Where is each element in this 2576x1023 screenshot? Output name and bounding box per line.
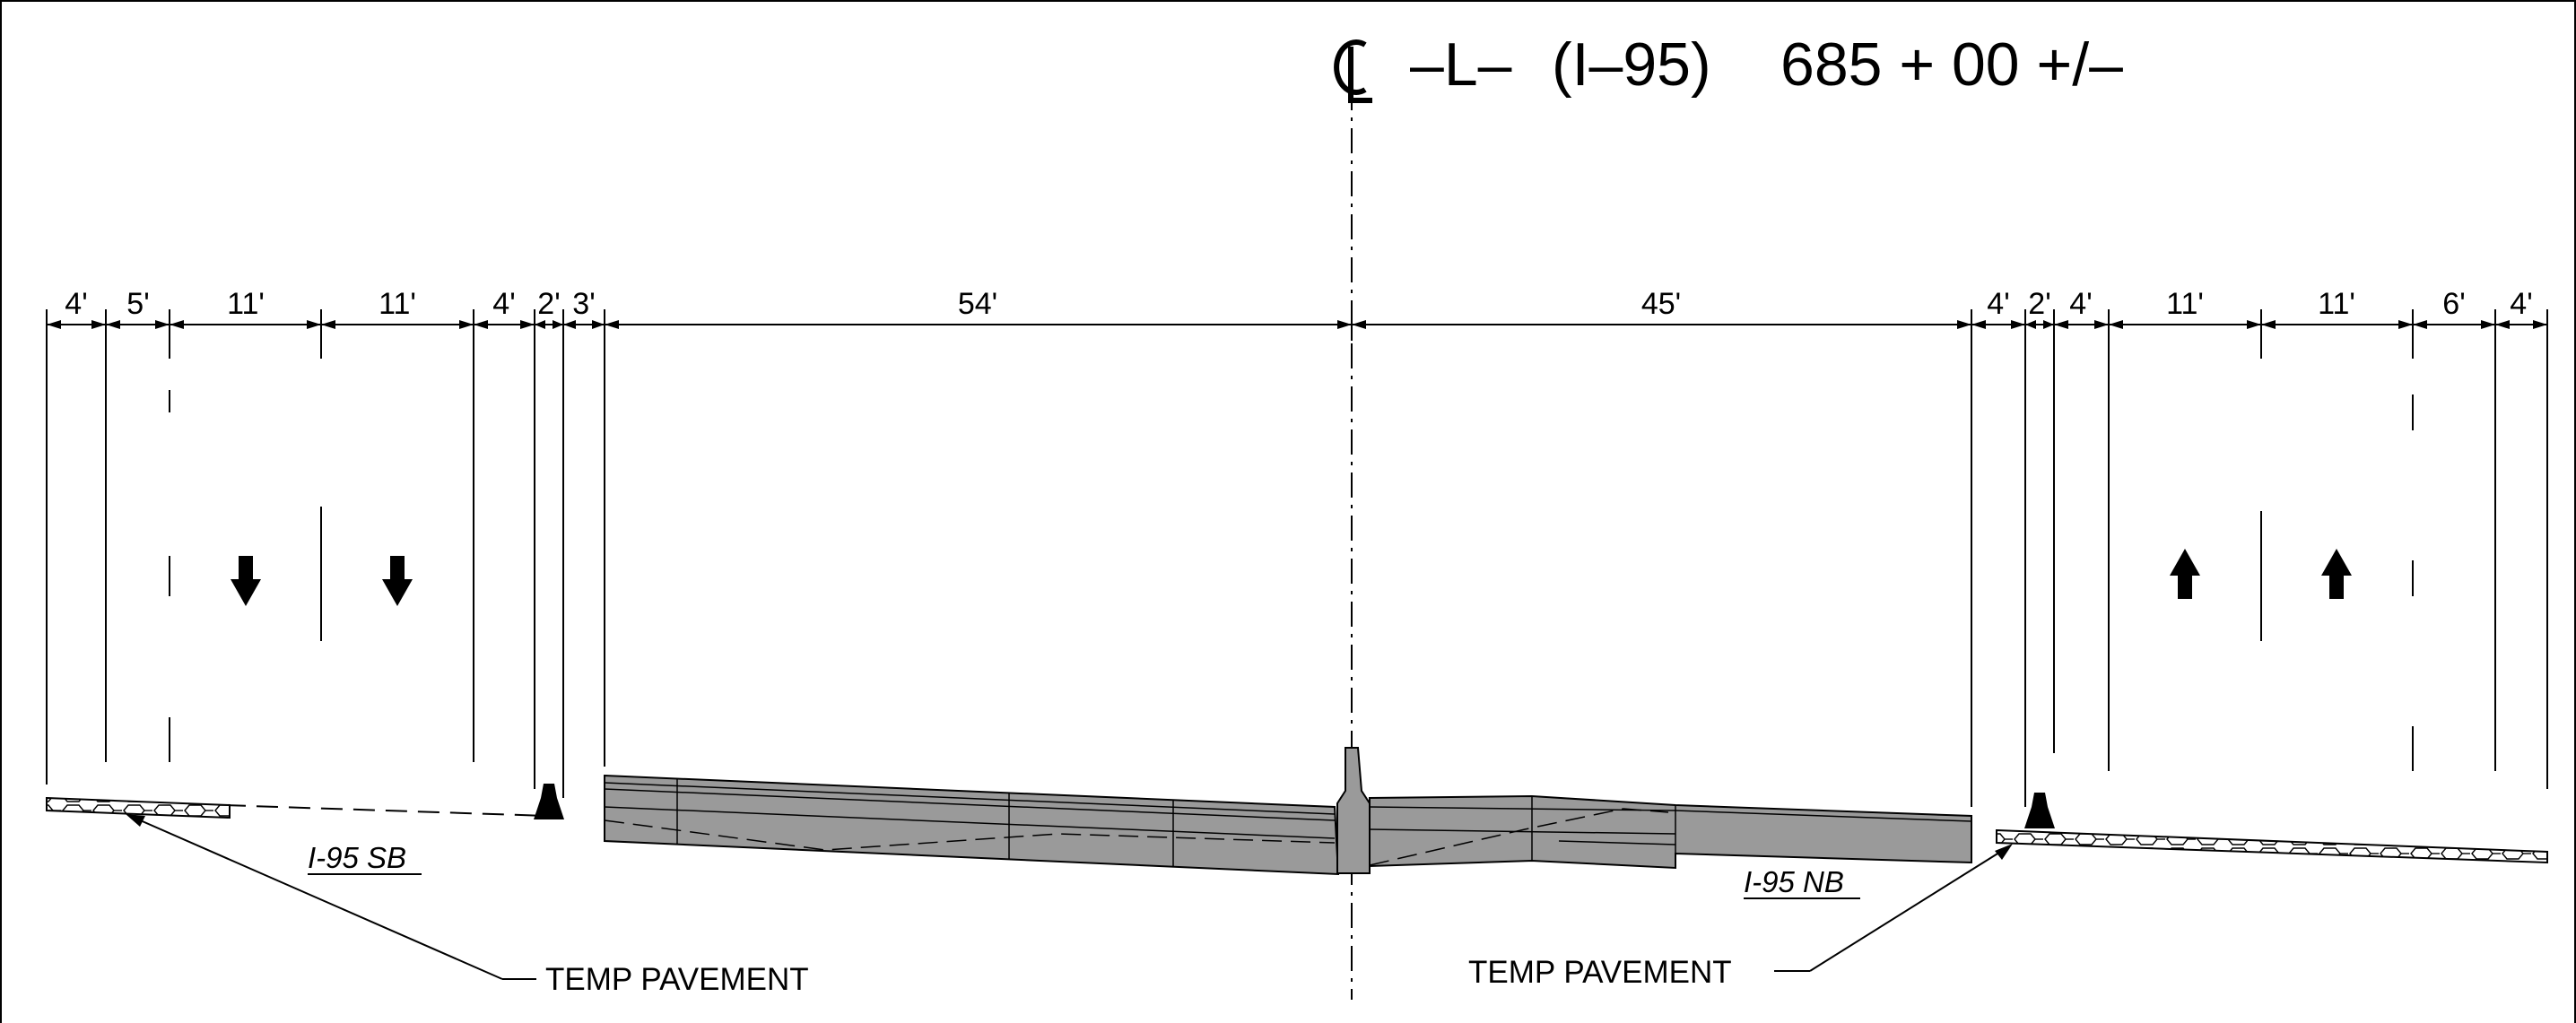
dim-right-4: 11': [2166, 287, 2204, 321]
dim-left-6: 2': [537, 287, 560, 321]
barrier-right-icon: [2024, 793, 2055, 828]
temp-pavement-right: [1996, 828, 2548, 864]
dim-center-right: 45': [1641, 287, 1681, 321]
temp-pavement-callout-left: TEMP PAVEMENT: [545, 962, 809, 997]
centerline-symbol-icon: [1334, 39, 1372, 103]
dim-right-5: 11': [2318, 287, 2355, 321]
dim-right-2: 2': [2028, 287, 2050, 321]
dim-center-left: 54': [958, 287, 997, 321]
temp-pavement-left: [46, 796, 231, 819]
temp-pavement-callout-right: TEMP PAVEMENT: [1468, 955, 1732, 990]
dim-left-2: 5': [126, 287, 149, 321]
dim-left-3: 11': [227, 287, 265, 321]
callout-arrowhead-left: [126, 814, 145, 827]
dim-right-6: 6': [2442, 287, 2465, 321]
down-arrow-icon: [231, 556, 261, 606]
roadway-label-sb: I-95 SB: [308, 841, 406, 874]
dim-left-5: 4': [492, 287, 515, 321]
median-pavement-right: [1369, 794, 1972, 870]
callout-leader-left: [129, 815, 536, 980]
dim-right-3: 4': [2069, 287, 2092, 321]
median-pavement-left: [604, 774, 1340, 876]
dim-right-1: 4': [1987, 287, 2009, 321]
barrier-left-icon: [534, 784, 564, 819]
station-title: –L– (I–95) 685 + 00 +/–: [1334, 30, 2123, 103]
route-label: (I–95): [1552, 30, 1711, 99]
dim-left-1: 4': [65, 287, 87, 321]
alignment-label: –L–: [1410, 30, 1512, 99]
dim-right-7: 4': [2510, 287, 2532, 321]
existing-ground-line: [223, 804, 548, 817]
dim-left-7: 3': [572, 287, 595, 321]
dim-left-4: 11': [379, 287, 416, 321]
up-arrow-icon: [2170, 549, 2200, 599]
up-arrow-icon: [2321, 549, 2352, 599]
lane-lines: [169, 390, 2414, 771]
dimension-string: [46, 309, 2548, 807]
callout-arrowhead-right: [1995, 844, 2013, 860]
roadway-label-nb: I-95 NB: [1744, 865, 1844, 898]
station-label: 685 + 00 +/–: [1780, 30, 2123, 99]
callout-leader-right: [1774, 845, 2010, 972]
median-barrier-icon: [1336, 747, 1371, 874]
down-arrow-icon: [382, 556, 413, 606]
